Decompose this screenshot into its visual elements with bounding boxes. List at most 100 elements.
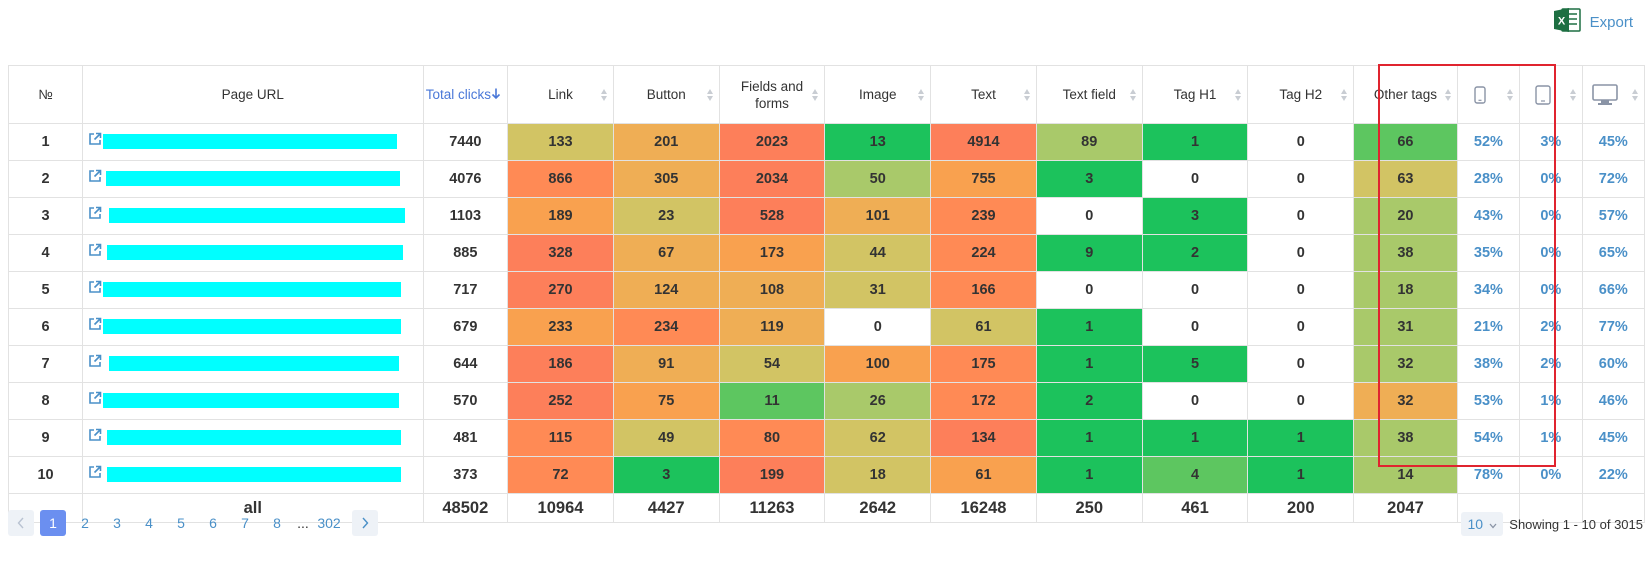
table-footer-info: 10 Showing 1 - 10 of 3015	[1461, 512, 1643, 536]
external-link-icon[interactable]	[88, 465, 102, 483]
totals-row: all 48502 10964 4427 11263 2642 16248 25…	[7, 493, 1646, 523]
row-number: 9	[7, 419, 84, 457]
mobile-share-cell: 43%	[1456, 197, 1521, 235]
external-link-icon[interactable]	[88, 317, 102, 335]
col-text[interactable]: Text	[930, 65, 1037, 124]
page-button-4[interactable]: 4	[145, 515, 153, 531]
sort-icon[interactable]	[1129, 88, 1136, 101]
col-image[interactable]: Image	[824, 65, 932, 124]
sort-icon[interactable]	[1235, 88, 1242, 101]
per-page-select[interactable]: 10	[1461, 512, 1504, 536]
fields-forms-cell: 108	[718, 271, 826, 309]
page-button-3[interactable]: 3	[113, 515, 121, 531]
page-url-cell[interactable]	[82, 234, 424, 272]
sort-icon[interactable]	[1341, 88, 1348, 101]
tag-h1-cell: 0	[1141, 308, 1249, 346]
sort-icon[interactable]	[1569, 88, 1576, 101]
col-other-tags[interactable]: Other tags	[1353, 65, 1458, 124]
page-url-cell[interactable]	[82, 271, 424, 309]
page-url-link[interactable]	[103, 282, 402, 297]
sort-icon[interactable]	[1632, 88, 1638, 101]
next-page-button[interactable]	[352, 510, 378, 536]
export-button[interactable]: X Export	[1552, 6, 1633, 39]
per-page-value: 10	[1467, 516, 1484, 532]
page-url-link[interactable]	[107, 467, 402, 482]
external-link-icon[interactable]	[88, 243, 102, 261]
mobile-share-cell: 28%	[1456, 160, 1521, 198]
page-url-link[interactable]	[107, 245, 404, 260]
sort-desc-icon[interactable]	[491, 86, 501, 103]
page-url-cell[interactable]	[82, 456, 424, 494]
page-button-2[interactable]: 2	[81, 515, 89, 531]
external-link-icon[interactable]	[88, 132, 102, 150]
col-tag-h2[interactable]: Tag H2	[1247, 65, 1355, 124]
page-url-link[interactable]	[103, 134, 398, 149]
external-link-icon[interactable]	[88, 428, 102, 446]
external-link-icon[interactable]	[88, 169, 102, 187]
desktop-share-cell: 66%	[1581, 271, 1646, 309]
col-other-tags-label: Other tags	[1373, 87, 1437, 102]
page-url-link[interactable]	[109, 208, 406, 223]
image-cell: 62	[824, 419, 932, 457]
external-link-icon[interactable]	[88, 280, 102, 298]
text-cell: 4914	[930, 123, 1037, 161]
col-text-label: Text	[971, 87, 996, 102]
page-url-cell[interactable]	[82, 345, 424, 383]
col-button[interactable]: Button	[612, 65, 720, 124]
col-total-clicks[interactable]: Total clicks	[422, 65, 509, 124]
button-cell: 75	[612, 382, 720, 420]
page-url-link[interactable]	[106, 171, 401, 186]
col-mobile[interactable]	[1456, 65, 1521, 124]
page-url-link[interactable]	[103, 393, 400, 408]
col-link[interactable]: Link	[507, 65, 614, 124]
page-url-cell[interactable]	[82, 382, 424, 420]
sort-icon[interactable]	[812, 88, 819, 101]
external-link-icon[interactable]	[88, 391, 102, 409]
page-button-6[interactable]: 6	[209, 515, 217, 531]
external-link-icon[interactable]	[88, 354, 102, 372]
tablet-share-cell: 0%	[1519, 456, 1583, 494]
page-url-link[interactable]	[109, 356, 400, 371]
col-text-field[interactable]: Text field	[1035, 65, 1143, 124]
sort-icon[interactable]	[1507, 88, 1514, 101]
link-cell: 328	[507, 234, 614, 272]
fields-forms-cell: 119	[718, 308, 826, 346]
fields-forms-cell: 80	[718, 419, 826, 457]
sort-icon[interactable]	[1023, 88, 1030, 101]
table-row: 3 1103 189 23 528 101 239 0 3 0 20 43% 0% 57%	[7, 197, 1646, 235]
col-desktop[interactable]	[1581, 65, 1646, 124]
page-url-link[interactable]	[107, 430, 402, 445]
col-fields-forms[interactable]: Fields and forms	[718, 65, 826, 124]
button-cell: 49	[612, 419, 720, 457]
col-tag-h1[interactable]: Tag H1	[1141, 65, 1249, 124]
page-button-7[interactable]: 7	[241, 515, 249, 531]
page-url-cell[interactable]	[82, 419, 424, 457]
page-url-cell[interactable]	[82, 308, 424, 346]
text-field-cell: 2	[1035, 382, 1143, 420]
total-image: 2642	[824, 493, 932, 523]
col-tablet[interactable]	[1519, 65, 1583, 124]
page-url-link[interactable]	[103, 319, 402, 334]
sort-icon[interactable]	[918, 88, 925, 101]
page-button-8[interactable]: 8	[273, 515, 281, 531]
external-link-icon[interactable]	[88, 206, 102, 224]
tag-h1-cell: 3	[1141, 197, 1249, 235]
table-row: 4 885 328 67 173 44 224 9 2 0 38 35% 0% 65%	[7, 234, 1646, 272]
text-cell: 224	[930, 234, 1037, 272]
page-url-cell[interactable]	[82, 160, 424, 198]
page-button-last[interactable]: 302	[317, 515, 341, 531]
pagination: 1 2 3 4 5 6 7 8 ... 302	[8, 510, 384, 536]
tag-h2-cell: 0	[1247, 345, 1355, 383]
sort-icon[interactable]	[706, 88, 713, 101]
sort-icon[interactable]	[600, 88, 607, 101]
desktop-share-cell: 22%	[1581, 456, 1646, 494]
page-url-cell[interactable]	[82, 197, 424, 235]
tag-h2-cell: 0	[1247, 234, 1355, 272]
text-field-cell: 1	[1035, 419, 1143, 457]
sort-icon[interactable]	[1444, 88, 1451, 101]
page-button-1[interactable]: 1	[40, 510, 66, 536]
prev-page-button[interactable]	[8, 510, 34, 536]
tablet-icon	[1535, 84, 1551, 108]
page-url-cell[interactable]	[82, 123, 424, 161]
page-button-5[interactable]: 5	[177, 515, 185, 531]
